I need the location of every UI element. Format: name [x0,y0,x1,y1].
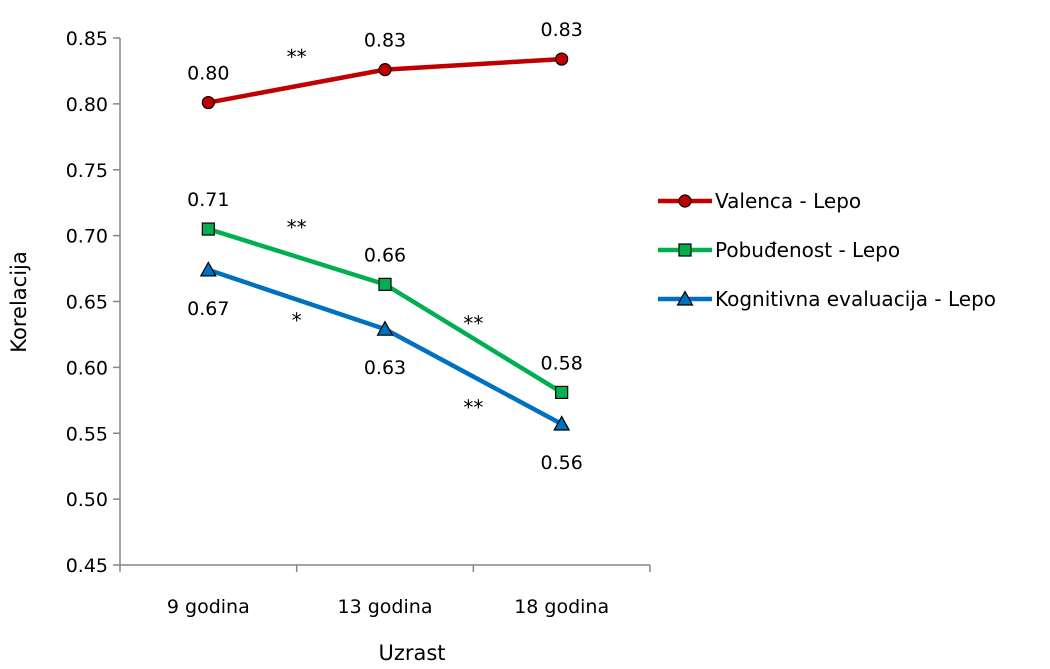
x-tick-label: 9 godina [167,596,250,618]
y-tick-label: 0.55 [66,423,108,445]
y-tick-label: 0.50 [66,489,108,511]
series-layer [199,52,571,431]
y-tick-label: 0.45 [66,555,108,577]
x-axis-title: Uzrast [378,641,445,665]
legend-item-1: Valenca - Lepo [658,189,861,213]
legend-label: Pobuđenost - Lepo [715,238,900,262]
significance-marker: * [292,309,302,333]
y-tick-label: 0.75 [66,160,108,182]
legend-marker [678,243,692,257]
legend-item-2: Pobuđenost - Lepo [658,238,900,262]
legend-marker [676,290,694,306]
legend-label: Valenca - Lepo [715,189,861,213]
y-tick-label: 0.85 [66,28,108,50]
significance-marker: ** [463,311,483,335]
data-label: 0.80 [187,63,229,85]
data-point [378,277,392,291]
data-point [553,415,571,431]
legend-marker [678,194,692,208]
significance-marker: ** [287,45,307,69]
data-point [199,261,217,277]
legend: Valenca - Lepo Pobuđenost - Lepo Kognitivn… [658,189,996,311]
x-tick-label: 18 godina [514,596,609,618]
series-line [207,267,563,427]
data-label: 0.83 [364,30,406,52]
data-labels: 0.80 0.83 0.83 0.71 0.66 0.58 0.67 0.63 0.56 [187,19,583,474]
y-ticks: 0.45 0.50 0.55 0.60 0.65 0.70 0.75 0.80 0.85 [66,28,120,577]
y-tick-label: 0.65 [66,292,108,314]
data-point [555,52,569,66]
y-tick-label: 0.80 [66,94,108,116]
data-point [201,95,215,110]
data-label: 0.58 [541,352,583,374]
data-label: 0.63 [364,357,406,379]
data-point [378,63,392,77]
x-ticks: 9 godina 13 godina 18 godina [119,565,651,618]
y-tick-label: 0.60 [66,357,108,379]
x-tick-label: 13 godina [338,596,433,618]
data-label: 0.67 [187,298,229,320]
series-3 [199,261,571,431]
data-label: 0.56 [541,452,583,474]
series-2 [201,222,569,400]
legend-label: Kognitivna evaluacija - Lepo [715,287,996,311]
y-tick-label: 0.70 [66,226,108,248]
data-point [376,320,394,336]
legend-item-3: Kognitivna evaluacija - Lepo [658,287,996,311]
data-point [555,385,569,400]
significance-marker: ** [287,216,307,240]
data-label: 0.66 [364,244,406,266]
data-label: 0.83 [541,19,583,41]
significance-markers: ***** **** [287,45,484,420]
data-label: 0.71 [187,189,229,211]
significance-marker: ** [463,396,483,420]
y-axis-title: Korelacija [7,251,31,352]
series-1 [201,52,569,110]
data-point [201,222,215,236]
